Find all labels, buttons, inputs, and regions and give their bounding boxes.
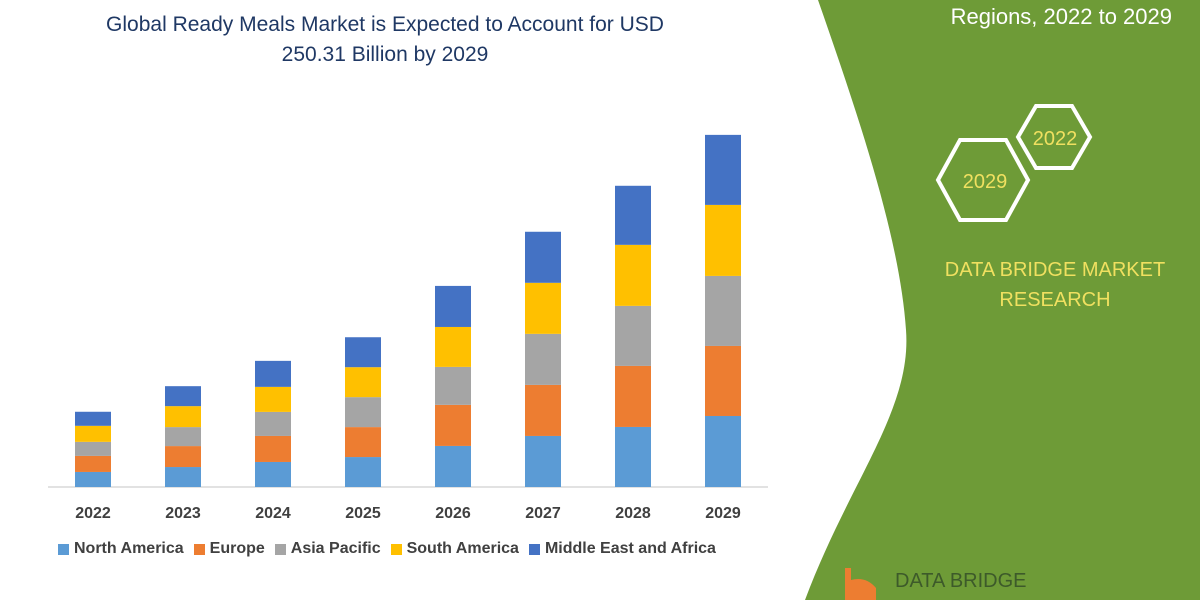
legend-item: Middle East and Africa [528,540,716,558]
legend-swatch [274,543,286,555]
title-line-2: 250.31 Billion by 2029 [281,43,489,66]
legend-item: Europe [193,540,265,558]
legend-swatch [528,543,540,555]
chart-title: Global Ready Meals Market is Expected to… [60,10,710,70]
bar-2022-europe [75,455,111,472]
bar-2028-north-america [615,426,651,487]
bar-2028-middle-east-and-africa [615,185,651,245]
bar-2027-asia-pacific [525,333,561,385]
hex-label-2022: 2022 [1033,128,1078,150]
bar-2028-europe [615,365,651,427]
legend-item: North America [58,540,184,558]
footer-logo-text: DATA BRIDGE [895,570,1027,592]
legend-label: Middle East and Africa [544,540,716,557]
x-tick-label: 2025 [345,505,381,522]
legend-swatch [193,543,205,555]
bar-2023-middle-east-and-africa [165,386,201,407]
bar-2024-europe [255,435,291,462]
bar-2028-south-america [615,244,651,306]
bar-2025-asia-pacific [345,397,381,428]
x-tick-labels: 2022 2023 2024 2025 2026 2027 2028 2029 [75,505,741,522]
legend-item: South America [390,540,519,558]
bar-2024-south-america [255,386,291,412]
green-side-panel [805,0,1200,600]
bar-2025-south-america [345,367,381,398]
title-line-1: Global Ready Meals Market is Expected to… [106,13,664,36]
x-tick-label: 2022 [75,505,111,522]
bar-2029-north-america [705,415,741,487]
bar-2022-north-america [75,471,111,487]
brand-text: DATA BRIDGE MARKET RESEARCH [920,255,1190,315]
bar-2026-middle-east-and-africa [435,285,471,327]
legend-label: Asia Pacific [290,540,381,557]
bar-2023-north-america [165,467,201,487]
bar-2029-middle-east-and-africa [705,134,741,205]
bars-layer [75,134,741,487]
x-tick-label: 2023 [165,505,201,522]
bar-2026-europe [435,404,471,446]
hex-label-2029: 2029 [963,171,1008,193]
x-tick-label: 2026 [435,505,471,522]
bar-2029-south-america [705,204,741,276]
bar-2022-middle-east-and-africa [75,411,111,426]
legend-label: North America [74,540,184,557]
brand-line-1: DATA BRIDGE MARKET [944,259,1166,281]
legend-swatch [58,543,69,555]
bar-2029-asia-pacific [705,275,741,346]
hexagon-2029 [935,138,1031,222]
footer-logo-icon [845,568,876,600]
legend-label: South America [406,540,519,557]
x-tick-label: 2029 [705,505,741,522]
bar-2025-middle-east-and-africa [345,337,381,368]
bar-2024-asia-pacific [255,411,291,436]
bar-2025-north-america [345,457,381,487]
bar-2029-europe [705,345,741,416]
x-tick-label: 2028 [615,505,651,522]
bar-2027-europe [525,384,561,436]
bar-2023-south-america [165,406,201,428]
bar-2022-asia-pacific [75,441,111,456]
bar-2027-south-america [525,282,561,334]
x-tick-label: 2024 [255,505,291,522]
bar-2026-south-america [435,326,471,367]
legend-swatch [390,543,402,555]
legend-item: Asia Pacific [274,540,381,558]
bar-2023-asia-pacific [165,427,201,447]
brand-line-2: RESEARCH [999,289,1111,311]
bar-2027-north-america [525,435,561,487]
bar-2028-asia-pacific [615,305,651,366]
bar-2026-asia-pacific [435,366,471,405]
bar-2026-north-america [435,445,471,487]
bar-2022-south-america [75,425,111,442]
legend-label: Europe [209,540,265,557]
bar-2025-europe [345,427,381,458]
bar-2024-middle-east-and-africa [255,360,291,387]
hexagon-2022 [1015,104,1093,170]
side-subtitle: Regions, 2022 to 2029 [950,4,1172,29]
x-tick-label: 2027 [525,505,561,522]
bar-2023-europe [165,446,201,468]
bar-2024-north-america [255,461,291,487]
bar-2027-middle-east-and-africa [525,231,561,283]
legend: North America Europe Asia Pacific South Ame… [58,540,716,558]
